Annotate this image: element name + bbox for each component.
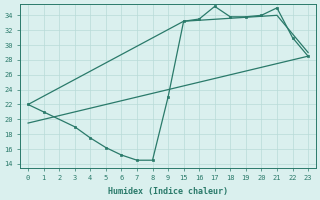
X-axis label: Humidex (Indice chaleur): Humidex (Indice chaleur) bbox=[108, 187, 228, 196]
